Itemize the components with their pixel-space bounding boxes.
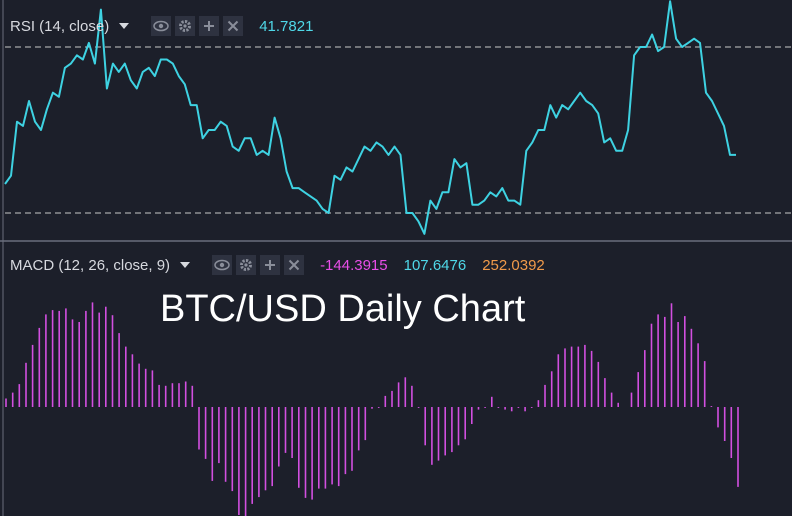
eye-icon[interactable] xyxy=(151,16,172,36)
macd-value-signal: 107.6476 xyxy=(403,256,467,274)
macd-label[interactable]: MACD (12, 26, close, 9) xyxy=(10,256,171,274)
chevron-down-icon[interactable] xyxy=(180,262,191,268)
chart-title: BTC/USD Daily Chart xyxy=(160,288,526,330)
close-icon[interactable] xyxy=(223,16,244,36)
macd-histogram xyxy=(5,302,739,516)
rsi-series-line xyxy=(4,0,736,235)
gear-icon[interactable] xyxy=(236,255,257,275)
rsi-legend: RSI (14, close) 41.7821 xyxy=(10,14,313,38)
plus-icon[interactable] xyxy=(260,255,281,275)
rsi-label[interactable]: RSI (14, close) xyxy=(10,17,110,35)
eye-icon[interactable] xyxy=(212,255,233,275)
close-icon[interactable] xyxy=(284,255,305,275)
chevron-down-icon[interactable] xyxy=(119,23,130,29)
macd-legend: MACD (12, 26, close, 9) -144.3915 107.64… xyxy=(10,253,545,277)
macd-value-histogram: 252.0392 xyxy=(482,256,545,274)
plus-icon[interactable] xyxy=(199,16,220,36)
macd-value-macd: -144.3915 xyxy=(320,256,388,274)
rsi-value: 41.7821 xyxy=(259,17,314,35)
gear-icon[interactable] xyxy=(175,16,196,36)
